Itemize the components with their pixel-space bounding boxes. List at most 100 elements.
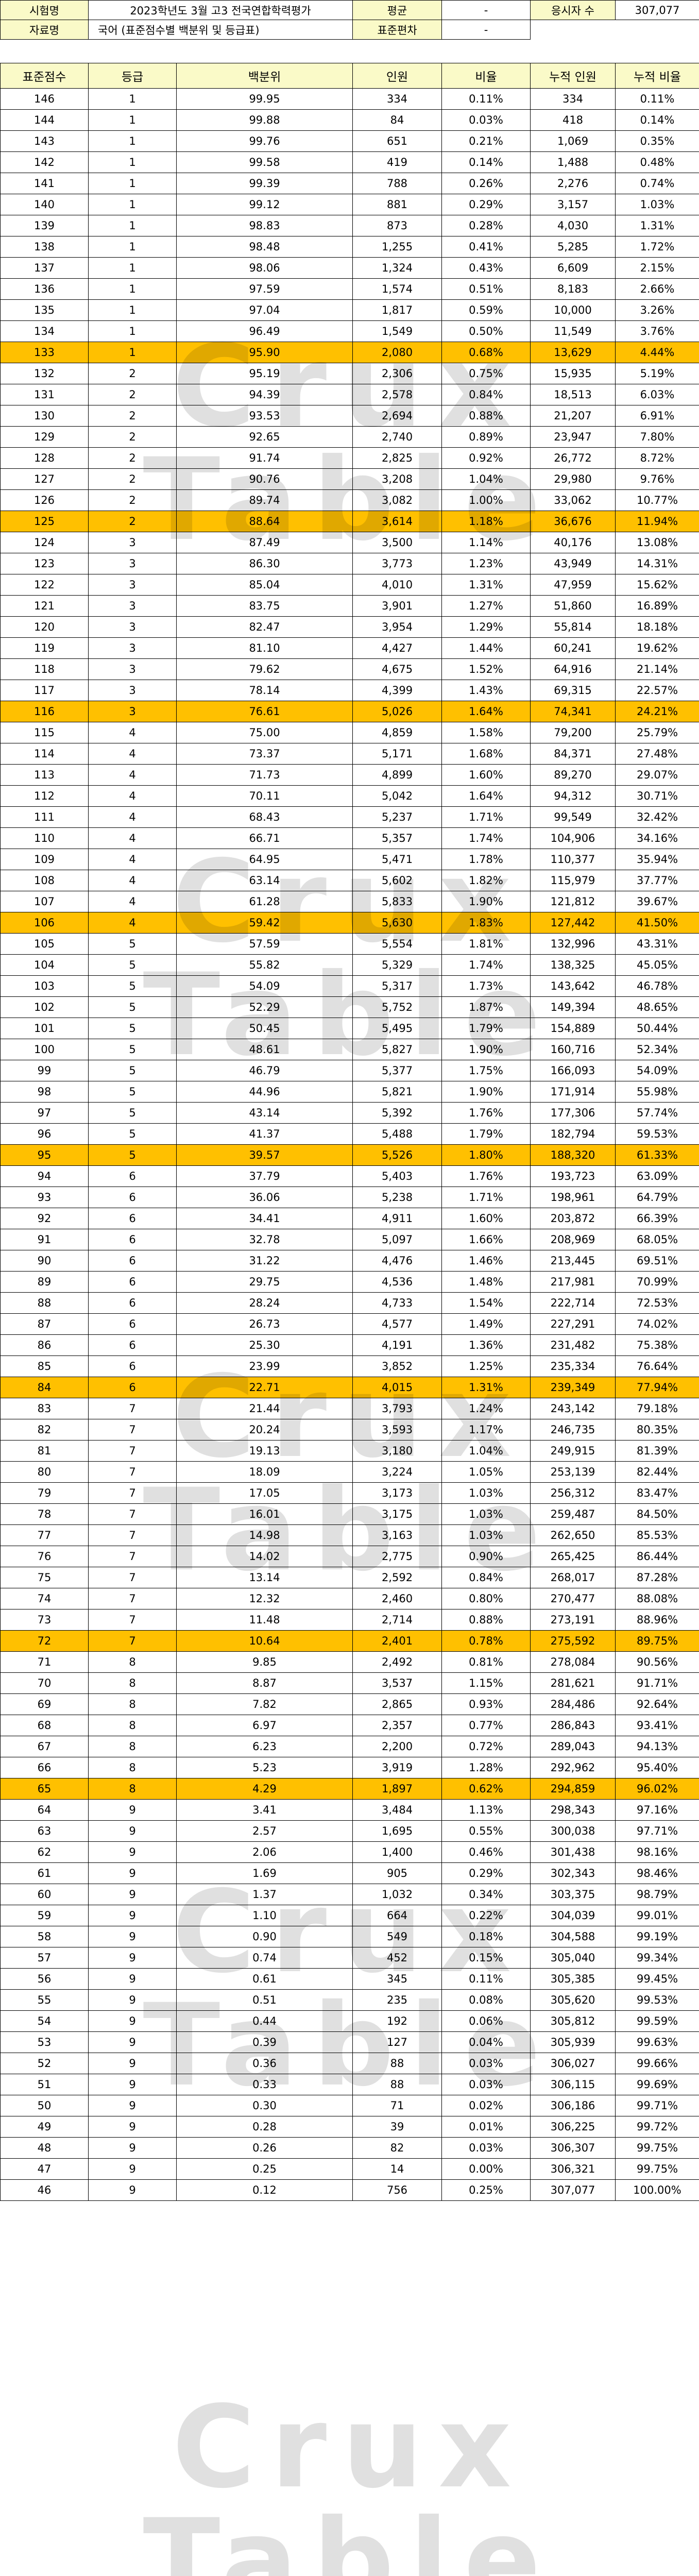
cell-ratio: 1.52% [441,658,531,680]
cell-cumulative-ratio: 98.16% [615,1841,699,1863]
cell-grade: 9 [88,1799,177,1821]
cell-grade: 4 [88,722,177,743]
cell-standard-score: 123 [0,553,89,574]
cell-percentile: 99.88 [176,109,353,131]
cell-grade: 9 [88,1820,177,1842]
cell-cumulative-ratio: 43.31% [615,933,699,955]
table-row: 93 6 36.06 5,238 1.71% 198,961 64.79% [0,1187,699,1208]
cell-count: 4,675 [352,658,442,680]
cell-ratio: 1.73% [441,975,531,997]
cell-cumulative-ratio: 16.89% [615,595,699,617]
table-row: 99 5 46.79 5,377 1.75% 166,093 54.09% [0,1060,699,1081]
cell-ratio: 0.25% [441,2179,531,2201]
cell-percentile: 97.59 [176,278,353,300]
cell-count: 3,163 [352,1524,442,1546]
table-row: 87 6 26.73 4,577 1.49% 227,291 74.02% [0,1313,699,1335]
cell-standard-score: 108 [0,870,89,891]
cell-grade: 7 [88,1440,177,1462]
cell-cumulative-count: 18,513 [530,384,616,405]
cell-percentile: 63.14 [176,870,353,891]
cell-cumulative-count: 262,650 [530,1524,616,1546]
cell-ratio: 1.23% [441,553,531,574]
cell-count: 82 [352,2137,442,2159]
cell-cumulative-count: 132,996 [530,933,616,955]
cell-standard-score: 141 [0,173,89,194]
cell-standard-score: 110 [0,827,89,849]
cell-grade: 8 [88,1757,177,1778]
cell-count: 71 [352,2095,442,2116]
cell-standard-score: 73 [0,1609,89,1631]
cell-count: 235 [352,1989,442,2011]
table-row: 143 1 99.76 651 0.21% 1,069 0.35% [0,130,699,152]
cell-standard-score: 88 [0,1292,89,1314]
cell-ratio: 0.84% [441,384,531,405]
cell-ratio: 0.51% [441,278,531,300]
cell-cumulative-ratio: 100.00% [615,2179,699,2201]
cell-ratio: 1.71% [441,806,531,828]
cell-cumulative-ratio: 99.75% [615,2137,699,2159]
cell-standard-score: 144 [0,109,89,131]
header-ratio: 비율 [441,63,531,89]
cell-ratio: 0.62% [441,1778,531,1800]
cell-count: 3,614 [352,511,442,532]
cell-grade: 7 [88,1609,177,1631]
cell-standard-score: 89 [0,1271,89,1293]
cell-cumulative-count: 69,315 [530,680,616,701]
cell-ratio: 0.06% [441,2010,531,2032]
table-row: 117 3 78.14 4,399 1.43% 69,315 22.57% [0,680,699,701]
cell-grade: 4 [88,912,177,934]
cell-cumulative-ratio: 84.50% [615,1503,699,1525]
cell-cumulative-count: 273,191 [530,1609,616,1631]
cell-count: 3,593 [352,1419,442,1440]
header-cumulative-count: 누적 인원 [530,63,616,89]
cell-ratio: 1.17% [441,1419,531,1440]
cell-count: 1,574 [352,278,442,300]
cell-percentile: 36.06 [176,1187,353,1208]
table-row: 102 5 52.29 5,752 1.87% 149,394 48.65% [0,996,699,1018]
cell-ratio: 0.29% [441,1862,531,1884]
cell-grade: 6 [88,1292,177,1314]
cell-cumulative-ratio: 97.16% [615,1799,699,1821]
cell-ratio: 1.05% [441,1461,531,1483]
cell-ratio: 1.60% [441,1208,531,1229]
cell-count: 881 [352,194,442,215]
cell-cumulative-ratio: 99.66% [615,2053,699,2074]
cell-standard-score: 117 [0,680,89,701]
table-row: 119 3 81.10 4,427 1.44% 60,241 19.62% [0,637,699,659]
table-row: 111 4 68.43 5,237 1.71% 99,549 32.42% [0,806,699,828]
cell-cumulative-ratio: 21.14% [615,658,699,680]
cell-standard-score: 129 [0,426,89,448]
cell-ratio: 0.00% [441,2158,531,2180]
cell-count: 3,082 [352,489,442,511]
cell-grade: 9 [88,1884,177,1905]
cell-percentile: 0.12 [176,2179,353,2201]
exam-name-value: 2023학년도 3월 고3 전국연합학력평가 [88,0,353,20]
cell-ratio: 0.80% [441,1588,531,1609]
cell-cumulative-ratio: 19.62% [615,637,699,659]
cell-cumulative-count: 115,979 [530,870,616,891]
cell-percentile: 0.44 [176,2010,353,2032]
cell-standard-score: 101 [0,1018,89,1039]
cell-cumulative-ratio: 39.67% [615,891,699,912]
cell-percentile: 52.29 [176,996,353,1018]
table-row: 57 9 0.74 452 0.15% 305,040 99.34% [0,1947,699,1969]
cell-standard-score: 103 [0,975,89,997]
cell-cumulative-count: 99,549 [530,806,616,828]
cell-count: 2,578 [352,384,442,405]
cell-grade: 8 [88,1693,177,1715]
cell-count: 3,175 [352,1503,442,1525]
cell-ratio: 1.27% [441,595,531,617]
cell-count: 2,740 [352,426,442,448]
cell-ratio: 1.58% [441,722,531,743]
cell-cumulative-count: 79,200 [530,722,616,743]
cell-count: 3,208 [352,468,442,490]
cell-cumulative-count: 294,859 [530,1778,616,1800]
cell-standard-score: 64 [0,1799,89,1821]
cell-ratio: 0.93% [441,1693,531,1715]
cell-grade: 6 [88,1313,177,1335]
cell-ratio: 1.87% [441,996,531,1018]
cell-count: 192 [352,2010,442,2032]
cell-ratio: 1.43% [441,680,531,701]
cell-standard-score: 71 [0,1651,89,1673]
cell-grade: 9 [88,1862,177,1884]
